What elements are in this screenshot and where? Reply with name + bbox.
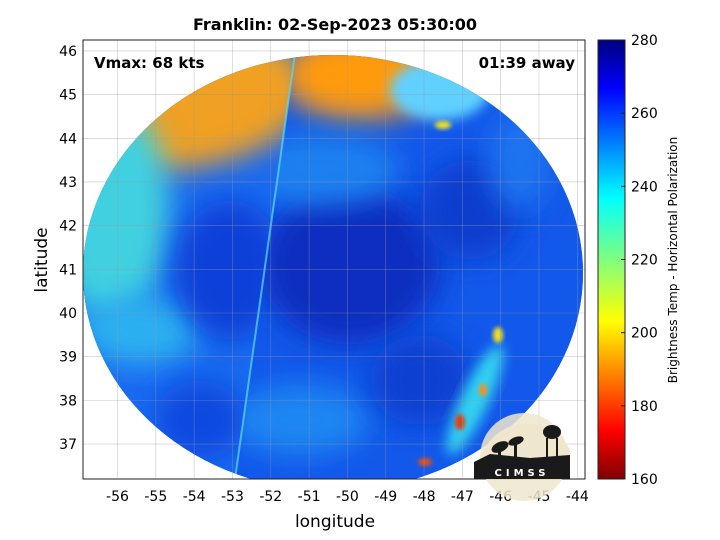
y-tick-label: 41 — [59, 262, 77, 278]
grid-lines — [83, 40, 585, 479]
x-tick-label: -53 — [221, 489, 244, 505]
y-tick-label: 40 — [59, 306, 77, 322]
vmax-annotation: Vmax: 68 kts — [94, 54, 204, 72]
y-tick-label: 38 — [59, 393, 77, 409]
plot-area — [83, 40, 585, 479]
x-tick-label: -52 — [259, 489, 282, 505]
colorbar-label: Brightness Temp - Horizontal Polarizatio… — [666, 137, 680, 384]
colorbar-tick-label: 220 — [631, 253, 658, 269]
x-tick-label: -48 — [413, 489, 436, 505]
chart-title: Franklin: 02-Sep-2023 05:30:00 — [193, 15, 477, 34]
y-tick-labels: 37 38 39 40 41 42 43 44 45 46 — [59, 44, 77, 453]
y-tick-label: 46 — [59, 44, 77, 60]
colorbar: 160 180 200 220 240 260 280 Brightness Temp - … — [597, 33, 680, 488]
colorbar-gradient — [597, 39, 626, 480]
colorbar-tick-label: 180 — [631, 399, 658, 415]
brightness-temperature-swath — [83, 55, 583, 479]
colorbar-tick-label: 240 — [631, 179, 658, 195]
distance-annotation: 01:39 away — [479, 54, 576, 72]
x-tick-label: -56 — [106, 489, 129, 505]
y-tick-label: 44 — [59, 131, 77, 147]
x-axis-label: longitude — [295, 512, 375, 532]
x-tick-label: -49 — [374, 489, 397, 505]
y-axis-label: latitude — [32, 227, 52, 292]
colorbar-tick-label: 200 — [631, 326, 658, 342]
y-tick-label: 39 — [59, 350, 77, 366]
x-tick-label: -55 — [144, 489, 167, 505]
x-tick-label: -50 — [336, 489, 359, 505]
cimss-logo-text: CIMSS — [495, 468, 550, 479]
x-tick-label: -44 — [566, 489, 589, 505]
plot-frame — [82, 39, 586, 480]
y-tick-label: 37 — [59, 437, 77, 453]
x-tick-label: -47 — [451, 489, 474, 505]
colorbar-tick-label: 280 — [631, 33, 658, 49]
y-tick-label: 42 — [59, 219, 77, 235]
colorbar-tick-label: 160 — [631, 472, 658, 488]
colorbar-tick-label: 260 — [631, 106, 658, 122]
x-tick-label: -51 — [298, 489, 321, 505]
y-tick-label: 43 — [59, 175, 77, 191]
cimss-logo: CIMSS — [474, 413, 570, 501]
colorbar-ticks: 160 180 200 220 240 260 280 — [621, 33, 658, 488]
y-tick-label: 45 — [59, 88, 77, 104]
x-tick-label: -54 — [183, 489, 206, 505]
